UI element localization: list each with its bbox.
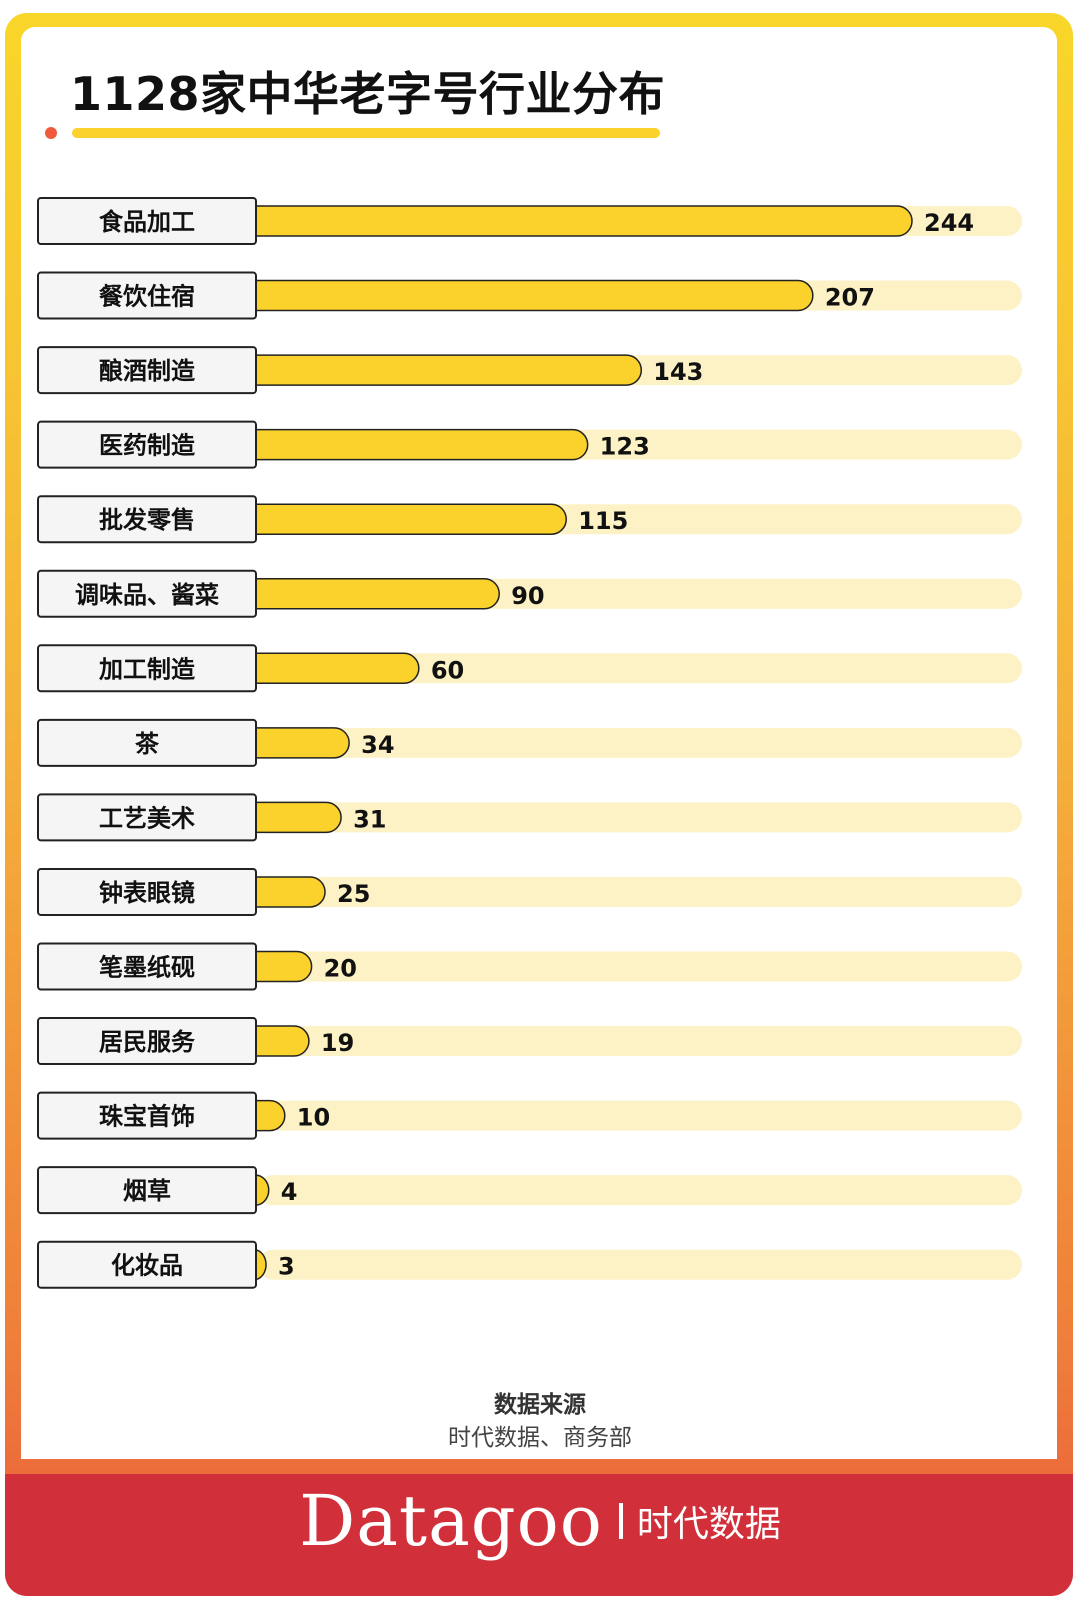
bar-row: 批发零售 115 (37, 495, 1022, 544)
category-label-box (37, 346, 257, 395)
value-label: 60 (431, 656, 464, 684)
category-label-box (37, 420, 257, 469)
category-label: 居民服务 (99, 1028, 196, 1056)
category-label-box (37, 644, 257, 693)
bar-row: 钟表眼镜 25 (37, 867, 1022, 916)
title-underline (72, 128, 660, 138)
value-label: 19 (321, 1029, 354, 1057)
bar-track (258, 727, 1022, 758)
category-label-box (37, 495, 257, 544)
value-label: 244 (924, 209, 974, 237)
value-label: 10 (297, 1104, 330, 1132)
brand-footer: Datagoo 时代数据 (0, 1480, 1080, 1562)
bar-row: 食品加工 244 (37, 197, 1022, 245)
bar-track (258, 802, 1022, 833)
bar-row: 工艺美术 31 (37, 793, 1022, 842)
bar (241, 503, 567, 535)
bar-row: 化妆品 3 (37, 1240, 1022, 1289)
category-label: 钟表眼镜 (99, 879, 195, 907)
value-label: 31 (353, 805, 386, 833)
value-label: 3 (278, 1253, 295, 1281)
category-label-box (37, 793, 257, 842)
category-label: 珠宝首饰 (99, 1103, 195, 1131)
value-label: 34 (361, 731, 394, 759)
value-label: 20 (324, 955, 357, 983)
bar-row: 调味品、酱菜 90 (37, 569, 1022, 618)
value-label: 25 (337, 880, 370, 908)
bar-track (258, 1026, 1022, 1057)
value-label: 90 (511, 582, 544, 610)
brand-name-cn: 时代数据 (636, 1504, 781, 1545)
category-label-box (37, 569, 257, 618)
value-label: 143 (653, 358, 703, 386)
category-label: 烟草 (123, 1177, 171, 1205)
value-label: 115 (578, 507, 628, 535)
category-label-box (37, 867, 257, 916)
bar-chart: 食品加工 244 餐饮住宿 207 酿酒制造 143 医药制造 123 批发零售 115 调味品、酱… (37, 197, 1022, 1289)
bar-row: 酿酒制造 143 (37, 346, 1022, 395)
category-label: 茶 (135, 730, 160, 758)
category-label-box (37, 1166, 257, 1215)
bar (241, 428, 589, 461)
bar-track (258, 1175, 1022, 1206)
footer-band (5, 1474, 1073, 1596)
bar (241, 354, 643, 386)
category-label-box (37, 1240, 257, 1289)
title-accent-dot (45, 127, 57, 139)
bar-row: 餐饮住宿 207 (37, 271, 1022, 320)
value-label: 123 (600, 433, 650, 461)
bar-track (258, 1100, 1022, 1131)
category-label-box (37, 1017, 257, 1066)
bar-track (258, 876, 1022, 907)
bar-row: 茶 34 (37, 718, 1022, 767)
category-label-box (37, 718, 257, 767)
bar-row: 加工制造 60 (37, 644, 1022, 693)
source-title: 数据来源 (494, 1392, 586, 1418)
bar (241, 652, 420, 685)
category-label: 医药制造 (99, 432, 195, 460)
bar-track (258, 653, 1022, 684)
bar-row: 居民服务 19 (37, 1017, 1022, 1066)
category-label: 调味品、酱菜 (75, 581, 219, 609)
category-label: 餐饮住宿 (99, 283, 195, 311)
datagoo-logo: Datagoo (299, 1480, 603, 1562)
category-label-box (37, 271, 257, 320)
category-label-box (37, 197, 257, 245)
value-label: 4 (281, 1178, 298, 1206)
bar (241, 205, 913, 237)
category-label: 工艺美术 (99, 804, 195, 832)
category-label: 加工制造 (99, 655, 195, 683)
category-label-box (37, 1091, 257, 1140)
bar-row: 烟草 4 (37, 1166, 1022, 1215)
category-label: 食品加工 (99, 208, 195, 236)
category-label: 批发零售 (99, 506, 195, 534)
bar (241, 578, 500, 610)
bar-row: 医药制造 123 (37, 420, 1022, 469)
bar-track (258, 1249, 1022, 1280)
category-label-box (37, 942, 257, 991)
category-label: 酿酒制造 (99, 357, 195, 385)
brand-divider (618, 1503, 623, 1539)
value-label: 207 (825, 284, 875, 312)
source-text: 时代数据、商务部 (448, 1425, 632, 1451)
bar-track (258, 951, 1022, 982)
category-label: 化妆品 (111, 1252, 183, 1280)
bar (241, 279, 814, 312)
category-label: 笔墨纸砚 (99, 954, 195, 982)
chart-title: 1128家中华老字号行业分布 (70, 67, 666, 121)
bar-row: 笔墨纸砚 20 (37, 942, 1022, 991)
bar (241, 727, 350, 759)
bar-row: 珠宝首饰 10 (37, 1091, 1022, 1140)
